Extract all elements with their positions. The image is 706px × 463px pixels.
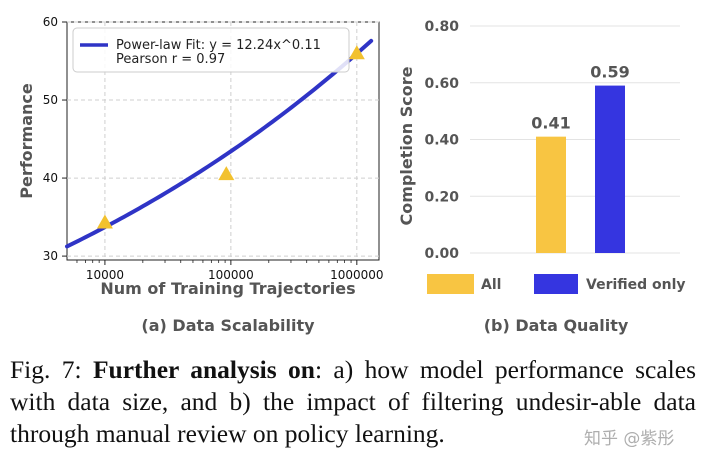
- scalability-x-tick-label: 10000: [86, 268, 124, 282]
- quality-y-tick-label: 0.60: [424, 76, 459, 92]
- legend-all-swatch: [427, 274, 474, 294]
- quality-y-tick-label: 0.20: [424, 189, 459, 205]
- scalability-y-axis-label: Performance: [17, 83, 36, 199]
- power-law-fit-line: [65, 38, 374, 249]
- scalability-ticks-layer: 10000 100000 1000000 30 40 50 60: [43, 15, 384, 282]
- scalability-fit-layer: [65, 38, 374, 249]
- scalability-gridlines: [67, 21, 379, 260]
- watermark: 知乎 @紫彤: [584, 429, 675, 449]
- caption-bold: Further analysis on: [92, 355, 315, 384]
- legend-verified-label: Verified only: [586, 277, 686, 293]
- quality-gridlines: [470, 25, 680, 254]
- quality-ticks-layer: 0.00 0.20 0.40 0.60 0.80: [424, 19, 459, 262]
- quality-legend: All Verified only: [427, 274, 686, 294]
- quality-bar-value-label: 0.41: [531, 114, 570, 133]
- scalability-data-point: [96, 214, 113, 229]
- scalability-x-tick-label: 100000: [208, 268, 254, 282]
- quality-bar: [536, 136, 566, 253]
- legend-pearson-label: Pearson r = 0.97: [116, 52, 225, 67]
- scalability-y-tick-label: 60: [43, 15, 58, 29]
- subcaption-a: (a) Data Scalability: [141, 316, 315, 335]
- scalability-points-layer: [96, 45, 365, 229]
- scalability-data-point: [348, 45, 365, 60]
- quality-chart: 0.00 0.20 0.40 0.60 0.80 0.41 0.59 Completion…: [397, 19, 686, 335]
- scalability-data-point: [218, 166, 235, 181]
- caption-label: Fig. 7:: [10, 355, 82, 384]
- caption-text: : a) how model performance scales with d…: [10, 355, 696, 448]
- quality-value-labels-layer: 0.41 0.59: [531, 63, 629, 133]
- subcaption-b: (b) Data Quality: [484, 316, 629, 335]
- quality-y-tick-label: 0.00: [424, 246, 459, 262]
- figure-caption: Fig. 7: Further analysis on: a) how mode…: [10, 354, 696, 450]
- quality-y-axis-label: Completion Score: [397, 66, 416, 225]
- scalability-chart: 10000 100000 1000000 30 40 50 60 Num of Traini…: [17, 15, 384, 335]
- quality-bar-value-label: 0.59: [590, 63, 629, 82]
- scalability-x-tick-label: 1000000: [330, 268, 383, 282]
- quality-y-tick-label: 0.40: [424, 133, 459, 149]
- legend-verified-swatch: [534, 274, 578, 294]
- quality-bars-layer: [536, 85, 625, 254]
- scalability-x-axis-label: Num of Training Trajectories: [100, 279, 355, 298]
- legend-all-label: All: [481, 277, 501, 293]
- scalability-y-tick-label: 30: [43, 249, 58, 263]
- scalability-y-tick-label: 50: [43, 93, 58, 107]
- scalability-y-tick-label: 40: [43, 171, 58, 185]
- quality-y-tick-label: 0.80: [424, 19, 459, 35]
- legend-fit-label: Power-law Fit: y = 12.24x^0.11: [116, 38, 321, 53]
- quality-bar: [595, 85, 625, 254]
- scalability-legend-box: [72, 27, 350, 73]
- scalability-legend: Power-law Fit: y = 12.24x^0.11 Pearson r…: [72, 27, 350, 73]
